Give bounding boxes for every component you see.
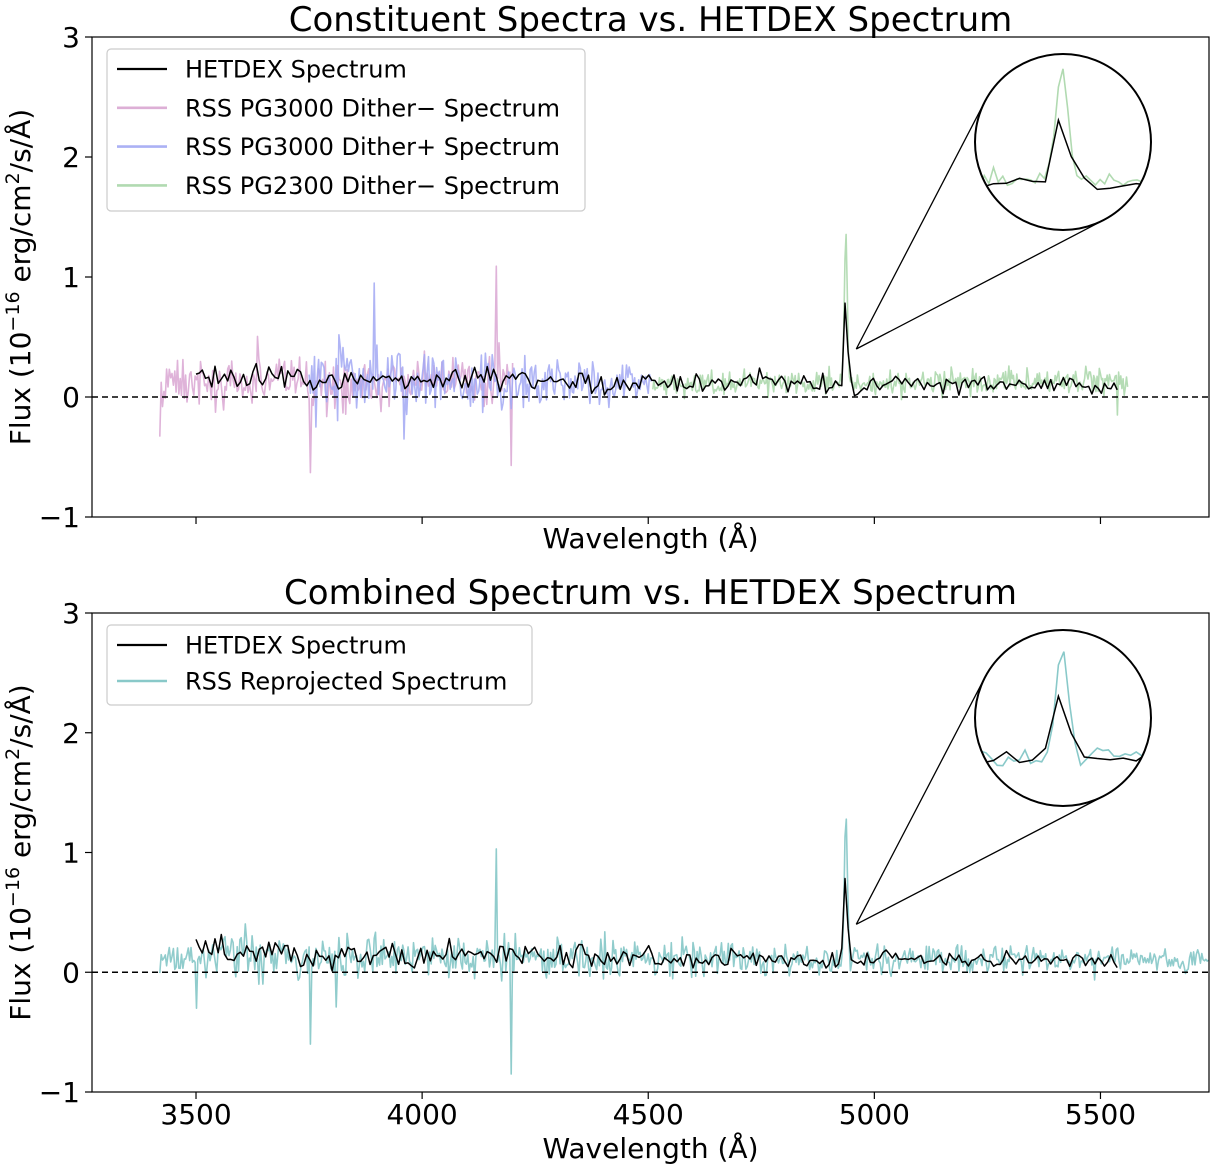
x-tick-label: 4000 <box>386 1098 457 1131</box>
inset-background <box>975 54 1151 230</box>
x-tick-label: 5500 <box>1065 1098 1136 1131</box>
inset-connector-0 <box>855 677 986 925</box>
y-axis-label-post: /s/Å) <box>3 684 37 748</box>
legend-label: RSS PG3000 Dither+ Spectrum <box>185 133 560 161</box>
y-axis-label-exp1: −16 <box>2 867 24 907</box>
x-tick-label: 4500 <box>613 1098 684 1131</box>
y-axis-label-mid: erg/cm <box>4 760 37 867</box>
inset-series-group <box>975 68 1151 191</box>
y-axis-label-exp2: 2 <box>2 172 24 184</box>
y-axis-label-mid: erg/cm <box>4 184 37 291</box>
series-line-hetdex-spectrum <box>195 877 1118 972</box>
legend-label: HETDEX Spectrum <box>185 56 407 84</box>
y-tick-label: 2 <box>62 141 80 174</box>
top-panel: −1 0 1 2 3 Constituent Spectra vs. HETDEX Spe… <box>2 0 1210 555</box>
y-axis-label: Flux (10−16 erg/cm2/s/Å) <box>2 684 37 1020</box>
y-tick-label: 2 <box>62 717 80 750</box>
legend-label: RSS PG2300 Dither− Spectrum <box>185 172 560 200</box>
legend-box <box>106 624 533 706</box>
inset-series-hetdex-spectrum <box>975 117 1151 191</box>
chart-title: Combined Spectrum vs. HETDEX Spectrum <box>284 573 1017 613</box>
chart-title: Constituent Spectra vs. HETDEX Spectrum <box>289 0 1013 40</box>
y-tick-label: 3 <box>62 21 80 54</box>
x-tick-label: 5000 <box>839 1098 910 1131</box>
y-tick-label: 1 <box>62 837 80 870</box>
y-tick-label: 1 <box>62 261 80 294</box>
bottom-panel: −1 0 1 2 3 3500 4000 4500 5000 5500 Combined Spect… <box>2 573 1210 1165</box>
x-axis-label: Wavelength (Å) <box>542 521 758 555</box>
y-tick-label: 0 <box>62 381 80 414</box>
y-axis-label: Flux (10−16 erg/cm2/s/Å) <box>2 109 37 445</box>
series-group <box>159 818 1209 1075</box>
inset-series-group <box>975 651 1151 767</box>
series-line-rss-reprojected-spectrum <box>159 818 1209 1075</box>
inset-connector-0 <box>855 101 986 350</box>
y-tick-label: 3 <box>62 597 80 630</box>
inset-border <box>974 53 1152 231</box>
x-tick-label: 3500 <box>160 1098 231 1131</box>
series-line-rss-pg3000-dither-spectrum <box>308 282 653 440</box>
y-axis-label-pre: Flux (10 <box>4 332 37 446</box>
legend-label: RSS PG3000 Dither− Spectrum <box>185 94 560 122</box>
inset-connector-1 <box>855 219 1104 350</box>
y-axis-label-exp1: −16 <box>2 291 24 331</box>
inset-border <box>974 629 1152 807</box>
y-tick-label: −1 <box>39 1076 80 1109</box>
inset-series-rss-pg2300-dither-spectrum <box>975 68 1151 191</box>
inset-series-hetdex-spectrum <box>975 693 1151 764</box>
series-group <box>159 233 1129 474</box>
legend-box <box>106 48 586 212</box>
series-line-rss-pg2300-dither-spectrum <box>652 233 1129 416</box>
y-tick-label: −1 <box>39 501 80 534</box>
legend-label: RSS Reprojected Spectrum <box>185 668 507 696</box>
y-axis-label-exp2: 2 <box>2 748 24 760</box>
inset-connector-1 <box>855 795 1104 925</box>
x-axis-label: Wavelength (Å) <box>542 1131 758 1165</box>
y-axis-label-post: /s/Å) <box>3 109 37 173</box>
y-tick-label: 0 <box>62 956 80 989</box>
legend-label: HETDEX Spectrum <box>185 632 407 660</box>
series-line-hetdex-spectrum <box>195 302 1118 397</box>
y-axis-label-pre: Flux (10 <box>4 907 37 1021</box>
